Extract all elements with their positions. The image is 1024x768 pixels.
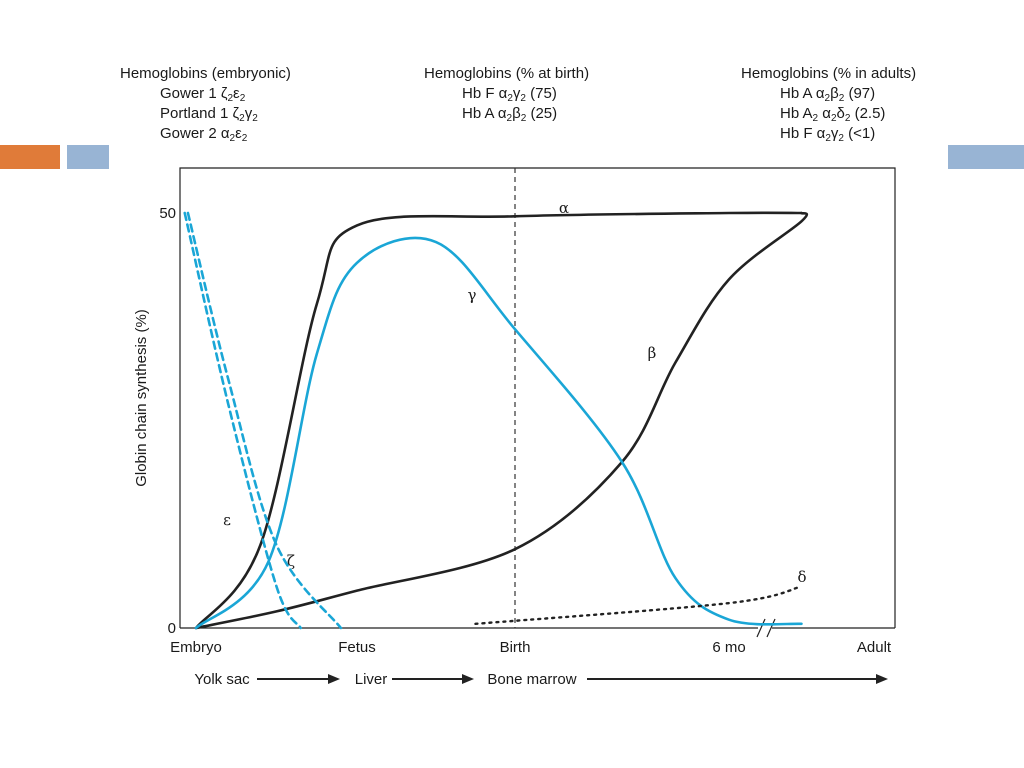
series-epsilon-label: ε [223,511,231,529]
x-tick-label: 6 mo [712,639,745,656]
blue-accent-bar-right [948,145,1024,169]
series-beta-line [194,211,809,630]
hemoglobins-adult: Hemoglobins (% in adults) Hb A α2β2 (97)… [741,64,916,144]
site-label: Liver [355,671,388,688]
series-alpha-label: α [559,199,569,217]
series-delta-line [474,585,803,626]
site-arrow-head [328,674,340,684]
hemoglobin-entry: Hb A α2β2 (97) [780,85,876,104]
series-zeta-label: ζ [287,552,295,570]
x-tick-label: Embryo [170,639,222,656]
plot-frame [179,167,896,628]
axis-break-mark [756,618,766,638]
hemoglobin-entry: Gower 1 ζ2ε2 [160,85,246,104]
hemoglobins-birth-title: Hemoglobins (% at birth) [424,65,590,82]
series-zeta-line [186,211,343,630]
series-gamma-label: γ [468,286,477,304]
blue-accent-bar-left [67,145,109,169]
hemoglobins-embryonic: Hemoglobins (embryonic) Gower 1 ζ2ε2 Port… [120,64,291,144]
hemoglobins-embryonic-title: Hemoglobins (embryonic) [120,65,291,82]
x-tick-label: Fetus [338,639,376,656]
orange-accent-bar [0,145,60,169]
site-arrow-head [462,674,474,684]
site-arrow-head [876,674,888,684]
y-tick-label: 0 [168,620,176,637]
series-beta-label: β [648,344,657,362]
y-axis-label: Globin chain synthesis (%) [133,309,150,487]
x-tick-label: Adult [857,639,892,656]
hemoglobin-entry: Hb F α2γ2 (75) [462,85,557,104]
series-delta-label: δ [797,568,806,586]
series-gamma-line [194,236,803,630]
hemoglobin-entry: Hb F α2γ2 (<1) [780,125,876,144]
hemoglobin-entry: Portland 1 ζ2γ2 [160,105,258,124]
x-tick-label: Birth [500,639,531,656]
y-tick-label: 50 [159,205,176,222]
axis-break-mark [766,618,776,638]
hemoglobins-adult-title: Hemoglobins (% in adults) [741,65,917,82]
site-label: Yolk sac [194,671,250,688]
series-epsilon-line [183,211,302,630]
site-label: Bone marrow [487,671,576,688]
hemoglobin-entry: Hb A2 α2δ2 (2.5) [780,105,886,124]
hemoglobins-birth: Hemoglobins (% at birth) Hb F α2γ2 (75) H… [424,64,589,124]
hemoglobin-entry: Hb A α2β2 (25) [462,105,558,124]
hemoglobin-entry: Gower 2 α2ε2 [160,125,248,144]
